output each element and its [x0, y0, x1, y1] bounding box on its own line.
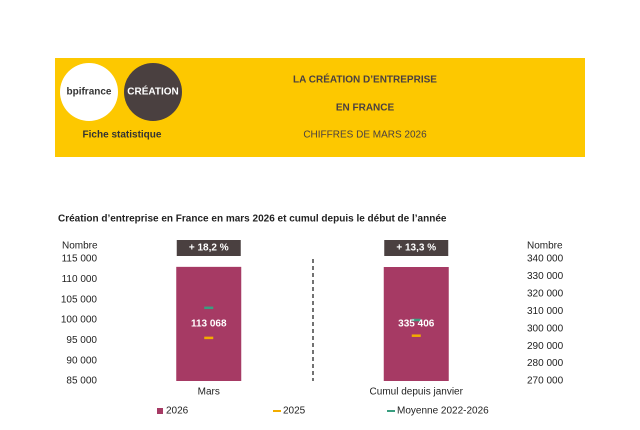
legend-label: 2025: [283, 406, 306, 417]
y2-axis-label: Nombre: [527, 241, 563, 252]
bar: [383, 267, 449, 381]
chart-title: Création d’entreprise en France en mars …: [58, 214, 447, 225]
y-tick-label: 85 000: [66, 376, 97, 387]
data-label: 335 406: [398, 319, 435, 330]
data-label: 113 068: [191, 319, 227, 330]
title: EN FRANCE: [336, 103, 395, 114]
annotation: + 18,2 %: [189, 243, 229, 254]
y2-tick-label: 270 000: [527, 376, 564, 387]
x-tick-label: Mars: [198, 387, 220, 398]
y2-tick-label: 280 000: [527, 358, 564, 369]
y2-tick-label: 320 000: [527, 288, 564, 299]
subtitle: Fiche statistique: [83, 130, 162, 141]
y2-tick-label: 300 000: [527, 323, 564, 334]
y2-tick-label: 340 000: [527, 254, 564, 265]
legend-label: 2026: [166, 406, 189, 417]
logo-circle: [60, 63, 118, 121]
y2-tick-label: 290 000: [527, 341, 564, 352]
logo-circle: [124, 63, 182, 121]
y-axis-label: Nombre: [62, 241, 98, 252]
y-tick-label: 100 000: [61, 315, 98, 326]
y-tick-label: 115 000: [62, 254, 98, 265]
y-tick-label: 95 000: [66, 335, 97, 346]
badge: [176, 240, 241, 256]
y-tick-label: 90 000: [66, 355, 97, 366]
edition: CHIFFRES DE MARS 2026: [303, 130, 427, 141]
bar: [176, 266, 242, 381]
y2-tick-label: 330 000: [527, 271, 564, 282]
badge: [384, 240, 449, 256]
legend-swatch: [157, 408, 163, 414]
legend-label: Moyenne 2022-2026: [397, 406, 489, 417]
y2-tick-label: 310 000: [527, 306, 564, 317]
annotation: + 13,3 %: [396, 243, 436, 254]
y-tick-label: 110 000: [62, 274, 98, 285]
title: LA CRÉATION D’ENTREPRISE: [293, 73, 437, 86]
logo: CRÉATION: [127, 85, 178, 98]
y-tick-label: 105 000: [61, 294, 98, 305]
logo: bpifrance: [66, 87, 111, 98]
x-tick-label: Cumul depuis janvier: [370, 387, 464, 398]
